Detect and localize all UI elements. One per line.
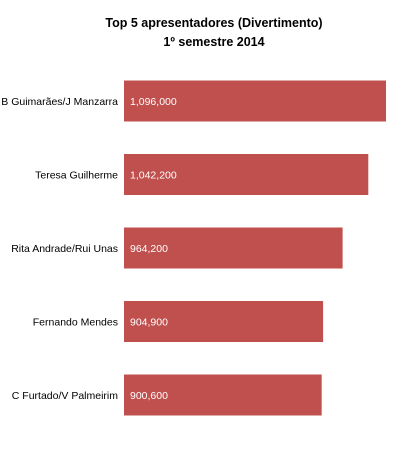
bar-5 bbox=[124, 374, 322, 416]
category-label-4: Fernando Mendes bbox=[33, 317, 118, 329]
data-label-2: 1,042,200 bbox=[130, 170, 177, 182]
bar-3 bbox=[124, 227, 343, 269]
category-label-3: Rita Andrade/Rui Unas bbox=[11, 243, 118, 255]
data-label-5: 900,600 bbox=[130, 390, 168, 402]
bar-2 bbox=[124, 154, 369, 195]
data-label-1: 1,096,000 bbox=[130, 96, 177, 108]
chart-subtitle: 1º semestre 2014 bbox=[163, 35, 264, 49]
bars-group: B Guimarães/J Manzarra 1,096,000 Teresa Gu… bbox=[1, 80, 386, 416]
category-label-1: B Guimarães/J Manzarra bbox=[1, 96, 118, 108]
data-label-3: 964,200 bbox=[130, 243, 168, 255]
bar-4 bbox=[124, 301, 324, 342]
category-label-5: C Furtado/V Palmeirim bbox=[12, 390, 118, 402]
data-label-4: 904,900 bbox=[130, 317, 168, 329]
category-label-2: Teresa Guilherme bbox=[35, 170, 118, 182]
chart-title: Top 5 apresentadores (Divertimento) bbox=[105, 16, 322, 30]
bar-1 bbox=[124, 80, 386, 122]
